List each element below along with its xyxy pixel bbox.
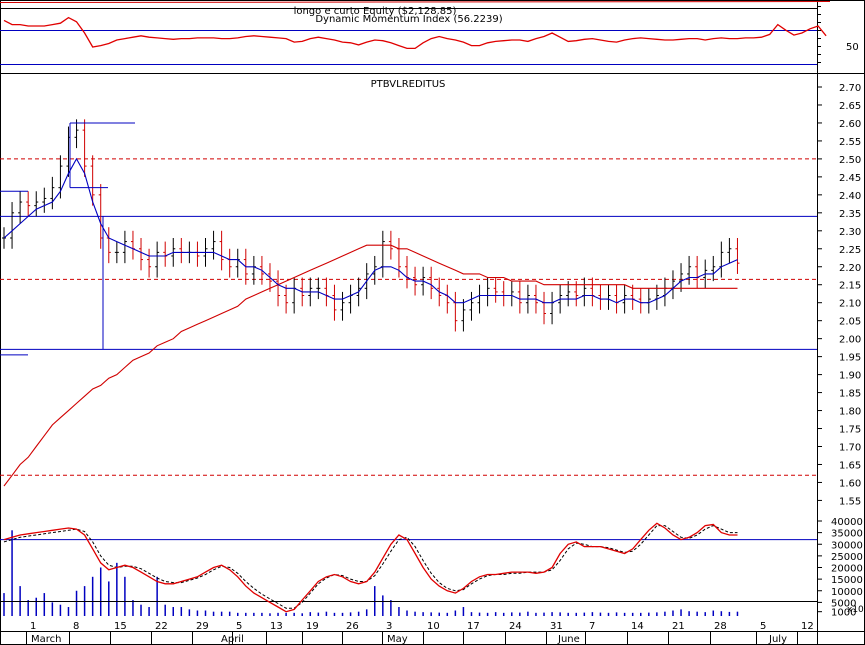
x-month-label: April <box>221 634 244 645</box>
x-day-label: 7 <box>589 621 595 632</box>
x-axis: 1 8 15 22 29 5 13 19 26 3 10 17 24 31 7 14 21 28 5 12 March A… <box>26 621 814 645</box>
x-day-label: 10 <box>427 621 440 632</box>
price-tick-label: 2.00 <box>839 335 861 346</box>
price-tick-label: 2.50 <box>839 155 861 166</box>
indicator-tick-label: 50 <box>846 42 859 53</box>
price-tick-label: 1.60 <box>839 478 861 489</box>
x-day-label: 28 <box>714 621 727 632</box>
indicator-plot <box>0 1 831 65</box>
volume-oscillator-line <box>3 522 738 613</box>
x-day-label: 3 <box>386 621 392 632</box>
volume-tick-label: 20000 <box>831 564 863 575</box>
price-tick-label: 2.40 <box>839 191 861 202</box>
volume-unit-label: x10 <box>847 605 864 615</box>
price-tick-label: 2.05 <box>839 317 861 328</box>
price-title: PTBVLREDITUS <box>371 79 446 90</box>
price-lines <box>3 157 738 487</box>
price-tick-label: 2.20 <box>839 263 861 274</box>
indicator-title: Dynamic Momentum Index (56.2239) <box>315 14 502 25</box>
volume-bars <box>3 530 739 616</box>
price-tick-label: 2.35 <box>839 209 861 220</box>
price-levels <box>0 158 817 476</box>
volume-tick-label: 1000 <box>831 608 856 619</box>
x-month-label: March <box>31 634 61 645</box>
price-tick-label: 1.55 <box>839 496 861 507</box>
x-day-label: 1 <box>30 621 36 632</box>
x-day-label: 24 <box>509 621 522 632</box>
price-tick-label: 1.65 <box>839 460 861 471</box>
x-day-label: 21 <box>672 621 685 632</box>
volume-tick-label: 40000 <box>831 517 863 528</box>
x-day-label: 29 <box>196 621 209 632</box>
x-day-label: 26 <box>346 621 359 632</box>
price-tick-label: 1.85 <box>839 389 861 400</box>
x-day-label: 14 <box>631 621 644 632</box>
price-tick-label: 2.10 <box>839 299 861 310</box>
price-tick-label: 2.25 <box>839 245 861 256</box>
equity-label: longo e curto Equity ($2,128.85) <box>294 6 457 17</box>
x-day-label: 31 <box>550 621 563 632</box>
volume-tick-label: 15000 <box>831 575 863 586</box>
indicator-y-axis: 50 <box>817 6 859 63</box>
equity-curve <box>0 1 831 3</box>
price-annotations <box>0 122 135 356</box>
x-month-label: June <box>557 634 580 645</box>
x-day-label: 5 <box>236 621 242 632</box>
price-tick-label: 1.90 <box>839 371 861 382</box>
indicator-line <box>3 16 827 50</box>
x-day-label: 5 <box>760 621 766 632</box>
volume-tick-label: 25000 <box>831 552 863 563</box>
x-month-label: July <box>768 634 787 645</box>
volume-tick-label: 5000 <box>831 598 856 609</box>
x-day-label: 17 <box>467 621 480 632</box>
x-month-label: May <box>387 634 408 645</box>
price-tick-label: 2.65 <box>839 101 861 112</box>
x-day-label: 8 <box>73 621 79 632</box>
price-tick-label: 2.60 <box>839 119 861 130</box>
volume-oscillator-signal <box>3 525 738 609</box>
volume-tick-label: 30000 <box>831 540 863 551</box>
volume-y-axis: 4000035000300002500020000150001000050001… <box>817 517 863 619</box>
volume-oscillator <box>0 522 817 613</box>
price-tick-label: 1.95 <box>839 353 861 364</box>
price-tick-label: 1.75 <box>839 425 861 436</box>
price-tick-label: 2.30 <box>839 227 861 238</box>
price-tick-label: 2.70 <box>839 83 861 94</box>
price-tick-label: 2.15 <box>839 281 861 292</box>
x-day-label: 13 <box>270 621 283 632</box>
volume-tick-label: 10000 <box>831 587 863 598</box>
short-moving-average <box>3 157 738 304</box>
x-day-label: 19 <box>306 621 319 632</box>
x-day-label: 12 <box>801 621 814 632</box>
price-tick-label: 1.70 <box>839 443 861 454</box>
price-tick-label: 2.45 <box>839 173 861 184</box>
price-tick-label: 1.80 <box>839 407 861 418</box>
x-day-label: 22 <box>155 621 168 632</box>
price-tick-label: 2.55 <box>839 137 861 148</box>
price-y-axis: 2.70 2.65 2.60 2.55 2.50 2.45 2.40 2.35 2.30 2.25… <box>817 83 861 507</box>
long-moving-average <box>3 244 738 487</box>
volume-tick-label: 35000 <box>831 529 863 540</box>
x-day-label: 15 <box>114 621 127 632</box>
